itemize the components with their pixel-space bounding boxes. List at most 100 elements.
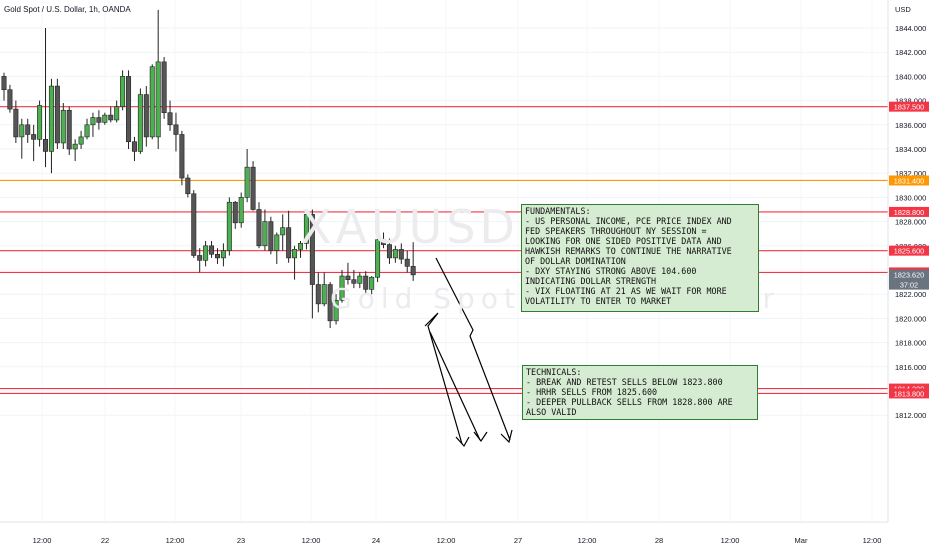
arrowhead-1 [455, 436, 470, 448]
candle-body [191, 193, 197, 256]
candle-body [321, 284, 327, 305]
candle-body [19, 124, 25, 138]
candle [345, 262, 351, 285]
candle [72, 139, 78, 162]
candle [167, 100, 173, 131]
candle [286, 210, 292, 263]
level-badge [889, 388, 929, 399]
candle [48, 78, 54, 174]
candle [54, 78, 60, 149]
arrowhead-2 [473, 431, 488, 443]
candle-body [13, 108, 19, 138]
candle-body [179, 134, 185, 179]
y-tick-label: 1812.000 [895, 411, 926, 420]
candle [84, 118, 90, 140]
candle-body [203, 245, 209, 261]
candle [197, 248, 203, 273]
candle [226, 197, 232, 256]
level-badge [889, 175, 929, 186]
candle-body [185, 177, 191, 195]
candle-body [173, 124, 179, 135]
chart-grid [0, 27, 888, 416]
candle-body [149, 66, 155, 138]
y-tick-label: 1820.000 [895, 314, 926, 323]
candle-body [256, 209, 262, 247]
y-tick-label: 1828.000 [895, 218, 926, 227]
candle-body [292, 249, 298, 259]
x-tick-label: 12:00 [166, 536, 185, 545]
y-tick-label: 1842.000 [895, 48, 926, 57]
candle [381, 232, 387, 249]
level-badge [889, 245, 929, 256]
candle-body [143, 94, 149, 138]
candle [185, 174, 191, 198]
candle [78, 130, 84, 149]
candle-body [43, 139, 49, 152]
candle [126, 70, 132, 149]
candle [120, 70, 126, 111]
candle [96, 110, 102, 130]
candle-body [25, 124, 31, 135]
y-tick-label: 1834.000 [895, 145, 926, 154]
candle-body [60, 109, 66, 144]
candle [19, 118, 25, 159]
candle-body [66, 109, 72, 150]
candle-body [96, 117, 102, 123]
time-tick-labels: 12:00 22 12:00 23 12:00 24 12:00 27 12:00 28 12:00… [33, 536, 882, 545]
x-tick-label: 24 [372, 536, 380, 545]
zigzag-arrow-1 [424, 312, 463, 445]
projection-arrows [424, 257, 513, 448]
candle-body [54, 85, 60, 144]
candle [114, 100, 120, 123]
candle-body [209, 245, 215, 255]
y-tick-label: 1836.000 [895, 121, 926, 130]
candlestick-series [1, 9, 416, 329]
candle-body [351, 279, 357, 284]
candle [203, 240, 209, 267]
candle-body [108, 114, 114, 121]
candle [209, 240, 215, 258]
current-price-label: 1823.620 [894, 271, 924, 280]
candle [43, 28, 49, 168]
x-tick-label: 12:00 [437, 536, 456, 545]
current-price-badge [889, 269, 929, 290]
technicals-note[interactable]: TECHNICALS: - BREAK AND RETEST SELLS BEL… [522, 365, 758, 420]
candle [333, 294, 339, 325]
candle [214, 248, 220, 264]
candle [303, 209, 309, 250]
candle [131, 136, 137, 162]
candle [238, 192, 244, 228]
candle-body [369, 276, 375, 290]
candle [339, 270, 345, 303]
y-tick-label: 1840.000 [895, 72, 926, 81]
candle [386, 238, 392, 264]
candle [327, 282, 333, 329]
candle-body [303, 214, 309, 244]
candle-body [7, 89, 13, 110]
candle-body [381, 239, 387, 245]
candle [292, 245, 298, 280]
candle-body [137, 94, 143, 152]
x-tick-label: 12:00 [578, 536, 597, 545]
candle-body [375, 239, 381, 278]
x-tick-label: 12:00 [33, 536, 52, 545]
level-badge-label: 1837.500 [894, 103, 924, 112]
candle-body [84, 124, 90, 138]
y-tick-label: 1832.000 [895, 169, 926, 178]
level-badge-label: 1831.400 [894, 176, 924, 185]
candle-body [214, 253, 220, 259]
candle [357, 272, 363, 289]
x-tick-label: 12:00 [302, 536, 321, 545]
countdown-label: 37:02 [900, 281, 918, 290]
fundamentals-note[interactable]: FUNDAMENTALS: - US PERSONAL INCOME, PCE … [521, 204, 759, 312]
candle-body [250, 166, 256, 210]
candle [268, 216, 274, 255]
candle [256, 202, 262, 249]
level-badge [889, 101, 929, 112]
candle [60, 103, 66, 149]
candle-body [114, 106, 120, 121]
candle-body [37, 105, 43, 140]
x-tick-label: 28 [655, 536, 663, 545]
zigzag-arrow-2 [435, 257, 511, 441]
